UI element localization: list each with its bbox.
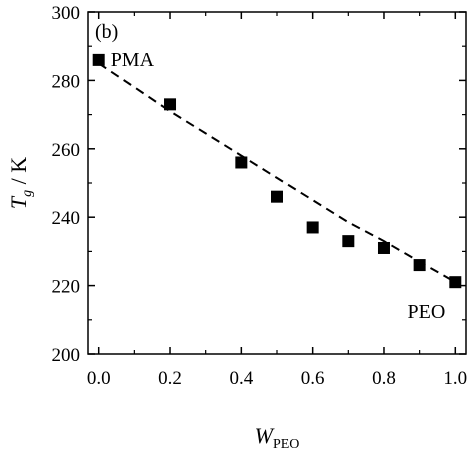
x-tick-label: 0.0 [87, 368, 111, 389]
data-point [377, 241, 390, 254]
y-axis-title-main: T [6, 195, 31, 209]
data-point [306, 221, 319, 234]
y-tick-label: 200 [52, 345, 81, 366]
panel-label: (b) [95, 21, 118, 43]
y-tick-label: 240 [52, 208, 81, 229]
annotations: PMA PEO [111, 49, 446, 323]
data-points [92, 53, 462, 289]
x-tick-label: 0.8 [372, 368, 396, 389]
data-point [92, 53, 105, 66]
x-tick-label: 0.6 [301, 368, 325, 389]
tick-labels: 0.0 0.2 0.4 0.6 0.8 1.0 200 220 240 260 280 300 [52, 3, 468, 389]
data-point [413, 259, 426, 272]
x-axis-title-main: W [255, 423, 275, 448]
x-tick-label: 0.2 [158, 368, 182, 389]
x-tick-label: 1.0 [443, 368, 467, 389]
ticks [88, 11, 466, 355]
data-point [449, 276, 462, 289]
annotation-peo: PEO [408, 301, 446, 323]
y-axis-title-sub: g [20, 190, 35, 197]
data-point [164, 98, 177, 111]
y-axis-title-unit: / K [6, 157, 31, 190]
y-tick-label: 300 [52, 3, 81, 24]
annotation-pma: PMA [111, 49, 155, 71]
x-axis-title-sub: PEO [273, 437, 299, 452]
y-tick-label: 260 [52, 140, 81, 161]
data-point [235, 156, 248, 169]
fit-line [98, 62, 456, 284]
x-axis-title: WPEO [255, 423, 300, 452]
y-axis-title: Tg / K [6, 157, 35, 209]
y-tick-label: 220 [52, 277, 81, 298]
data-point [342, 235, 355, 248]
x-tick-label: 0.4 [229, 368, 253, 389]
data-point [271, 190, 283, 203]
y-tick-label: 280 [52, 71, 81, 92]
